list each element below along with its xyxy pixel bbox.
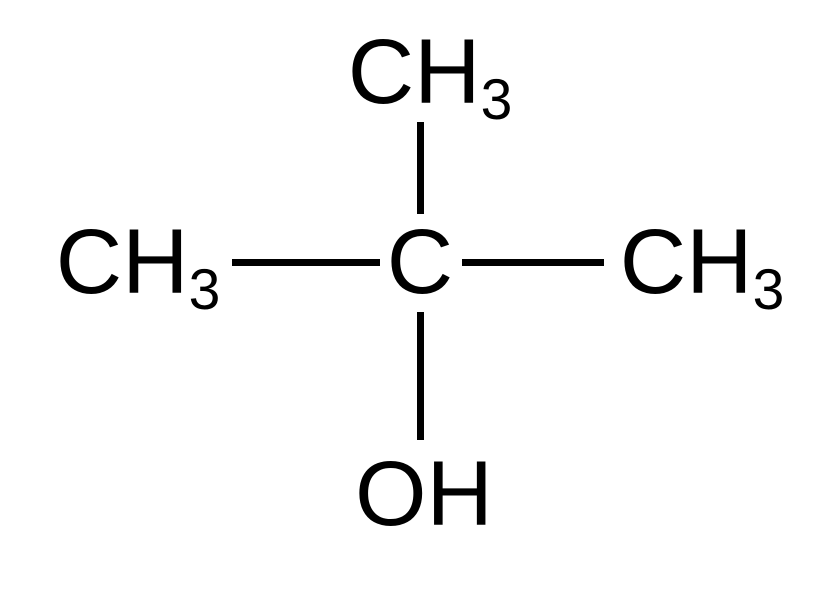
- bond-bottom: [417, 312, 424, 440]
- central-carbon: C: [387, 216, 453, 308]
- bond-left: [232, 259, 380, 266]
- methyl-top: CH3: [348, 26, 513, 118]
- hydroxyl-bottom: OH: [355, 448, 493, 540]
- bond-right: [462, 259, 604, 266]
- bond-top: [417, 122, 424, 214]
- methyl-right: CH3: [620, 216, 785, 308]
- methyl-left: CH3: [56, 216, 221, 308]
- molecule-diagram: { "structure_type": "chemical-structural…: [0, 0, 838, 593]
